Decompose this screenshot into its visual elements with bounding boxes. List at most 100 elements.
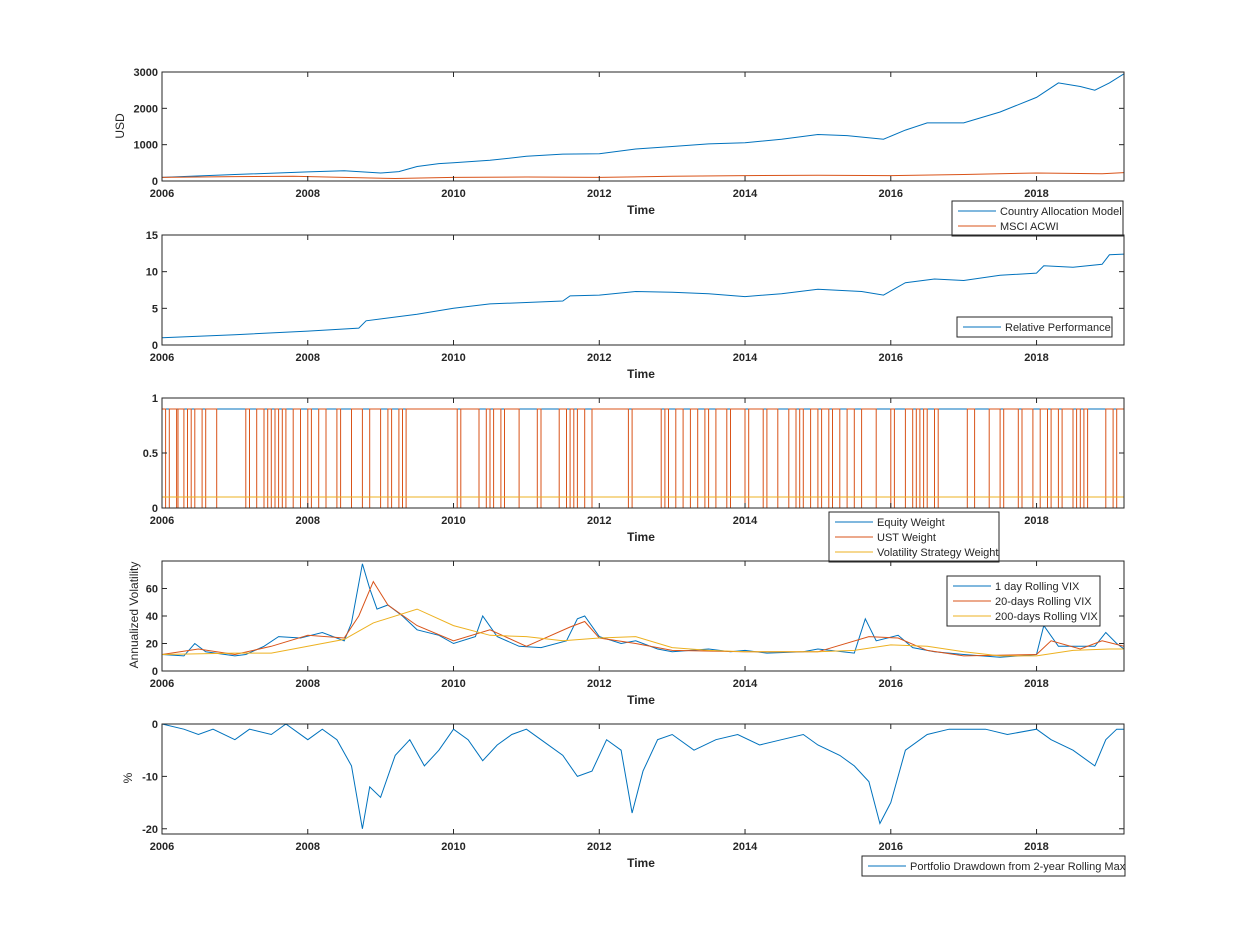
- x-tick-label: 2016: [879, 678, 903, 690]
- x-axis-label: Time: [627, 530, 655, 544]
- axes-box: [161, 71, 1125, 182]
- x-axis-label: Time: [627, 693, 655, 707]
- legend-label-equity-weight: Equity Weight: [877, 517, 945, 529]
- legend-label-20-days-rolling-vix: 20-days Rolling VIX: [995, 596, 1092, 608]
- panel-5: 2006 2008 2010 2012 2014 2016 2018 -20 -10 0 Time%…: [121, 719, 1126, 877]
- x-tick-label: 2014: [733, 188, 758, 200]
- x-tick-label: 2006: [150, 188, 174, 200]
- series-line-msci-acwi: [162, 172, 1124, 180]
- x-tick-label: 2018: [1024, 841, 1048, 853]
- legend-label-200-days-rolling-vix: 200-days Rolling VIX: [995, 611, 1098, 623]
- x-tick-label: 2008: [296, 678, 320, 690]
- legend-box: [951, 200, 1124, 237]
- x-tick-label: 2010: [441, 352, 465, 364]
- y-axis-label: USD: [113, 113, 127, 139]
- axes-box: [161, 723, 1125, 835]
- legend: Relative Performance: [956, 316, 1113, 338]
- x-tick-label: 2006: [150, 352, 174, 364]
- x-tick-label: 2018: [1024, 678, 1048, 690]
- series-line-country-allocation-model: [162, 73, 1124, 178]
- y-tick-label: 0: [152, 503, 158, 515]
- legend: Equity Weight UST Weight Volatility Strate…: [828, 511, 1000, 563]
- y-tick-label: 1000: [134, 140, 158, 152]
- x-tick-label: 2008: [296, 188, 320, 200]
- legend-label-ust-weight: UST Weight: [877, 532, 936, 544]
- x-tick-label: 2006: [150, 841, 174, 853]
- y-tick-label: 0.5: [143, 448, 158, 460]
- plot-area: [162, 408, 1124, 508]
- x-axis-label: Time: [627, 367, 655, 381]
- legend-label-1-day-rolling-vix: 1 day Rolling VIX: [995, 581, 1080, 593]
- series-line-200-days-rolling-vix: [162, 608, 1124, 657]
- x-axis-label: Time: [627, 203, 655, 217]
- x-tick-label: 2012: [587, 515, 611, 527]
- legend: Portfolio Drawdown from 2-year Rolling M…: [861, 855, 1126, 877]
- x-tick-label: 2018: [1024, 352, 1048, 364]
- legend-box: [861, 855, 1126, 877]
- x-tick-label: 2010: [441, 678, 465, 690]
- x-tick-label: 2014: [733, 678, 758, 690]
- x-tick-label: 2012: [587, 678, 611, 690]
- y-tick-label: 3000: [134, 67, 158, 79]
- y-tick-label: 5: [152, 303, 158, 315]
- y-tick-label: 40: [146, 611, 158, 623]
- plot-area: [162, 724, 1124, 829]
- legend: 1 day Rolling VIX 20-days Rolling VIX 200-…: [946, 575, 1101, 627]
- panel-4: 2006 2008 2010 2012 2014 2016 2018 0 20 40 60 Time A…: [127, 560, 1125, 707]
- plot-area: [162, 73, 1124, 180]
- legend: Country Allocation Model MSCI ACWI: [951, 200, 1124, 237]
- x-tick-label: 2018: [1024, 515, 1048, 527]
- series-line-relative-performance: [162, 253, 1124, 339]
- x-axis-label: Time: [627, 856, 655, 870]
- panel-3: 200620082010201220142016201800.51TimeEqu…: [143, 393, 1125, 563]
- x-tick-label: 2010: [441, 841, 465, 853]
- panels: 2006 2008 2010 2012 2014 2016 2018010002000300…: [113, 67, 1126, 877]
- y-tick-label: -10: [142, 771, 158, 783]
- legend-label-relative-performance: Relative Performance: [1005, 322, 1111, 334]
- x-tick-label: 2016: [879, 352, 903, 364]
- y-tick-label: 20: [146, 639, 158, 651]
- x-tick-label: 2014: [733, 352, 758, 364]
- y-axis-label: %: [121, 772, 135, 783]
- y-axis-label: Annualized Volatility: [127, 562, 141, 669]
- x-tick-label: 2012: [587, 352, 611, 364]
- series-line-20-days-rolling-vix: [162, 580, 1124, 657]
- legend-label-portfolio-drawdown-from-2-year-rolling-max: Portfolio Drawdown from 2-year Rolling M…: [910, 861, 1126, 873]
- y-tick-label: 2000: [134, 103, 158, 115]
- x-tick-label: 2008: [296, 352, 320, 364]
- y-tick-label: 0: [152, 176, 158, 188]
- x-tick-label: 2014: [733, 841, 758, 853]
- x-tick-label: 2008: [296, 515, 320, 527]
- series-line-portfolio-drawdown-from-2-year-rolling-max: [162, 724, 1124, 829]
- x-tick-label: 2016: [879, 188, 903, 200]
- y-tick-label: 15: [146, 230, 158, 242]
- series-line-ust-weight: [162, 408, 1124, 508]
- legend-label-msci-acwi: MSCI ACWI: [1000, 221, 1059, 233]
- y-tick-label: -20: [142, 824, 158, 836]
- x-tick-label: 2006: [150, 515, 174, 527]
- x-tick-label: 2012: [587, 841, 611, 853]
- plot-area: [162, 563, 1124, 658]
- x-tick-label: 2006: [150, 678, 174, 690]
- x-tick-label: 2018: [1024, 188, 1048, 200]
- y-tick-label: 60: [146, 584, 158, 596]
- legend-box: [956, 316, 1113, 338]
- x-tick-label: 2014: [733, 515, 758, 527]
- x-tick-label: 2012: [587, 188, 611, 200]
- axes-box: [161, 234, 1125, 346]
- legend-label-country-allocation-model: Country Allocation Model: [1000, 206, 1122, 218]
- y-tick-label: 1: [152, 393, 158, 405]
- panel-2: 2006 2008 2010 2012 2014 2016 2018 0 5 10 15 Time Re…: [146, 230, 1125, 381]
- x-tick-label: 2008: [296, 841, 320, 853]
- y-tick-label: 10: [146, 267, 158, 279]
- y-tick-label: 0: [152, 666, 158, 678]
- plot-area: [162, 253, 1124, 339]
- x-tick-label: 2010: [441, 515, 465, 527]
- panel-1: 2006 2008 2010 2012 2014 2016 2018 0 1000 2000 300…: [113, 67, 1125, 237]
- x-tick-label: 2016: [879, 841, 903, 853]
- y-tick-label: 0: [152, 719, 158, 731]
- y-tick-label: 0: [152, 340, 158, 352]
- x-tick-label: 2010: [441, 188, 465, 200]
